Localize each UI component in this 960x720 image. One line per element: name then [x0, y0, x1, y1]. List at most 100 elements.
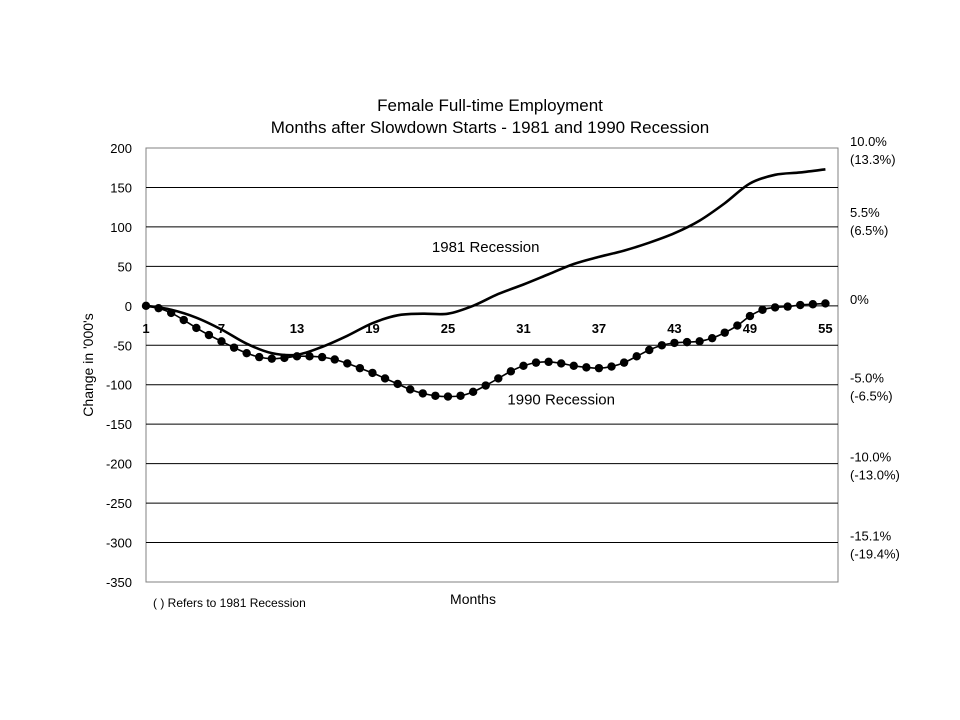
y-tick-label: 150 — [110, 180, 132, 195]
x-tick-label: 43 — [667, 321, 681, 336]
data-point-1990-recession — [619, 358, 629, 367]
data-point-1990-recession — [255, 352, 264, 362]
right-axis-labels: 10.0% (13.3%) 5.5% (6.5%) 0% -5.0% (-6.5%) -10.… — [850, 134, 900, 562]
footnote: ( ) Refers to 1981 Recession — [153, 596, 306, 610]
data-point-1990-recession — [179, 315, 188, 325]
right-axis-label-paren: (-6.5%) — [850, 389, 893, 404]
right-axis-label-paren: (6.5%) — [850, 223, 888, 238]
data-point-1990-recession — [519, 361, 528, 370]
data-point-1990-recession — [229, 343, 239, 352]
data-point-1990-recession — [418, 389, 427, 398]
series-group — [141, 168, 830, 401]
series-annotation: 1990 Recession — [507, 391, 615, 408]
data-point-1990-recession — [670, 338, 679, 348]
y-tick-label: -250 — [106, 496, 132, 511]
y-axis-title: Change in '000's — [80, 313, 96, 416]
y-tick-label: -50 — [113, 338, 132, 353]
right-axis-label: 0% — [850, 292, 869, 307]
x-tick-label: 37 — [592, 321, 606, 336]
data-point-1990-recession — [368, 368, 377, 378]
data-point-1990-recession — [657, 341, 667, 350]
x-tick-label: 49 — [743, 321, 757, 336]
data-point-1990-recession — [796, 300, 805, 310]
data-point-1990-recession — [267, 354, 277, 363]
data-point-1990-recession — [141, 301, 151, 311]
data-point-1990-recession — [242, 348, 251, 358]
right-axis-label: 10.0% — [850, 134, 887, 149]
right-axis-label: -10.0% — [850, 450, 892, 465]
x-tick-label: 25 — [441, 321, 455, 336]
right-axis-label: -5.0% — [850, 371, 884, 386]
data-point-1990-recession — [393, 379, 402, 389]
data-point-1990-recession — [720, 328, 729, 337]
y-tick-label: 200 — [110, 141, 132, 156]
data-point-1990-recession — [280, 353, 289, 363]
data-point-1990-recession — [733, 321, 742, 330]
annotations: 1981 Recession 1990 Recession — [432, 239, 615, 408]
data-point-1990-recession — [431, 391, 440, 400]
data-point-1990-recession — [557, 359, 566, 368]
data-point-1990-recession — [456, 391, 465, 400]
data-point-1990-recession — [192, 323, 201, 333]
data-point-1990-recession — [821, 299, 830, 308]
data-point-1990-recession — [707, 333, 717, 343]
data-point-1990-recession — [758, 305, 767, 314]
data-point-1990-recession — [292, 352, 302, 361]
data-point-1990-recession — [204, 330, 214, 340]
data-point-1990-recession — [154, 303, 163, 313]
data-point-1990-recession — [544, 357, 553, 367]
data-point-1990-recession — [217, 337, 226, 346]
data-point-1990-recession — [745, 311, 755, 321]
series-annotation: 1981 Recession — [432, 239, 540, 256]
y-tick-label: 0 — [125, 299, 132, 314]
data-point-1990-recession — [481, 381, 490, 390]
x-tick-label: 55 — [818, 321, 832, 336]
y-tick-label: 50 — [118, 259, 132, 274]
y-tick-label: -150 — [106, 417, 132, 432]
data-point-1990-recession — [645, 345, 654, 355]
right-axis-label-paren: (-19.4%) — [850, 547, 900, 562]
x-tick-label: 1 — [142, 321, 149, 336]
data-point-1990-recession — [305, 352, 314, 361]
data-point-1990-recession — [808, 300, 818, 309]
data-point-1990-recession — [594, 363, 604, 373]
data-point-1990-recession — [343, 359, 352, 368]
data-point-1990-recession — [494, 374, 503, 383]
right-axis-label: -15.1% — [850, 529, 892, 544]
data-point-1990-recession — [607, 362, 616, 371]
x-tick-label: 31 — [516, 321, 530, 336]
y-tick-label: -100 — [106, 378, 132, 393]
right-axis-label-paren: (-13.0%) — [850, 468, 900, 483]
data-point-1990-recession — [355, 363, 365, 373]
data-point-1990-recession — [443, 392, 453, 401]
data-point-1990-recession — [632, 352, 641, 361]
x-axis-title: Months — [450, 591, 496, 607]
data-point-1990-recession — [406, 385, 415, 394]
data-point-1990-recession — [531, 358, 541, 367]
chart-title-line-1: Female Full-time Employment — [377, 96, 603, 115]
data-point-1990-recession — [582, 363, 591, 372]
gridlines — [146, 186, 838, 544]
data-point-1990-recession — [682, 337, 692, 347]
data-point-1990-recession — [569, 361, 578, 370]
series-line-1981-recession — [145, 168, 826, 357]
data-point-1990-recession — [468, 387, 478, 397]
x-tick-label: 19 — [365, 321, 379, 336]
y-tick-label: -200 — [106, 457, 132, 472]
y-tick-label: -350 — [106, 575, 132, 590]
y-tick-label: -300 — [106, 536, 132, 551]
plot-area — [145, 147, 839, 583]
chart-title-line-2: Months after Slowdown Starts - 1981 and … — [271, 118, 709, 137]
data-point-1990-recession — [783, 302, 792, 311]
data-point-1990-recession — [317, 352, 327, 362]
y-tick-labels: 200 150 100 50 0 -50 -100 -150 -200 -250 -300 -350 — [106, 141, 132, 590]
data-point-1990-recession — [506, 367, 516, 376]
data-point-1990-recession — [380, 374, 390, 383]
data-point-1990-recession — [330, 355, 339, 364]
x-tick-label: 7 — [218, 321, 225, 336]
data-point-1990-recession — [770, 303, 780, 312]
right-axis-label: 5.5% — [850, 205, 880, 220]
data-point-1990-recession — [166, 308, 176, 318]
right-axis-label-paren: (13.3%) — [850, 152, 896, 167]
